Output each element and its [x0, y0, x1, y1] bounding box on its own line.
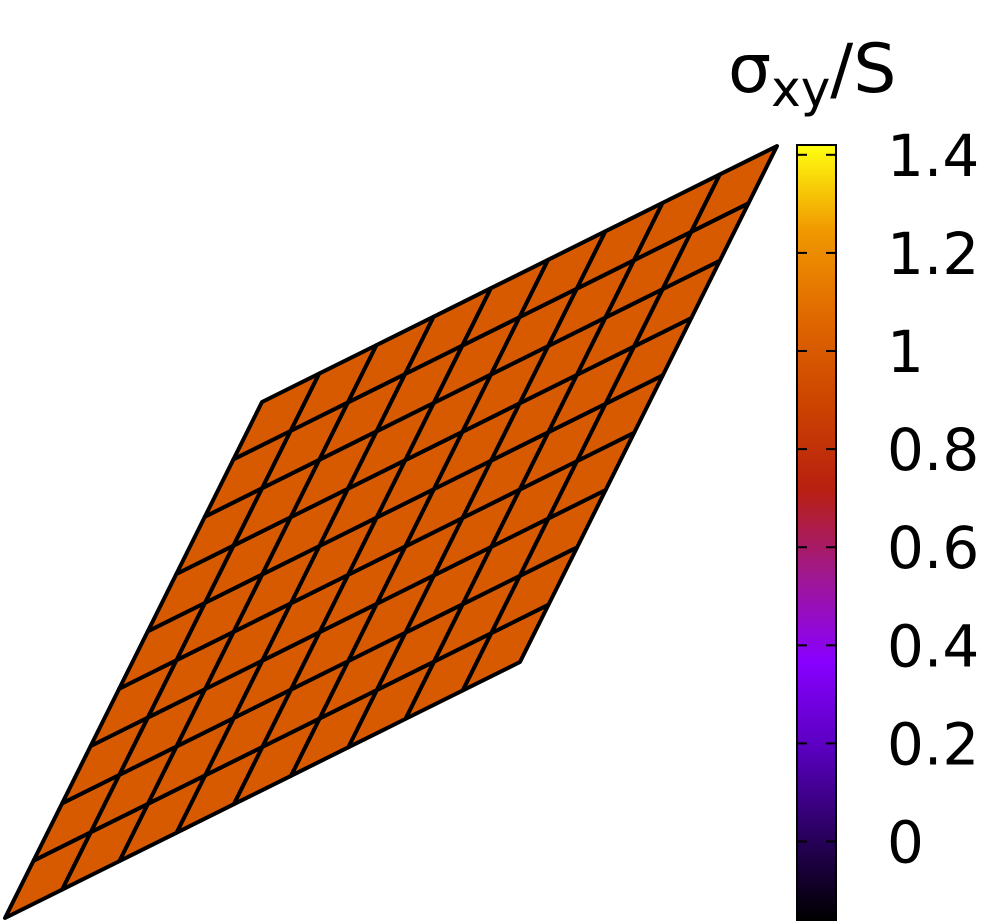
colorbar-tick-label: 0 — [887, 809, 924, 877]
title-part: σ — [728, 30, 771, 109]
title-subscript: xy — [771, 60, 830, 118]
colorbar-tick-label: 1 — [887, 318, 924, 386]
colorbar-tick-label: 0.2 — [887, 710, 979, 778]
colorbar-tick-label: 0.6 — [887, 514, 979, 582]
colorbar-tick-label: 0.8 — [887, 416, 979, 484]
colorbar — [796, 144, 837, 921]
colorbar-tick-label: 1.2 — [887, 220, 979, 288]
colorbar-tick-label: 0.4 — [887, 612, 979, 680]
heatmap-cell — [689, 144, 779, 234]
colorbar-tick-label: 1.4 — [887, 122, 979, 190]
title-part: /S — [830, 30, 896, 109]
colorbar-title: σxy/S — [728, 30, 896, 118]
